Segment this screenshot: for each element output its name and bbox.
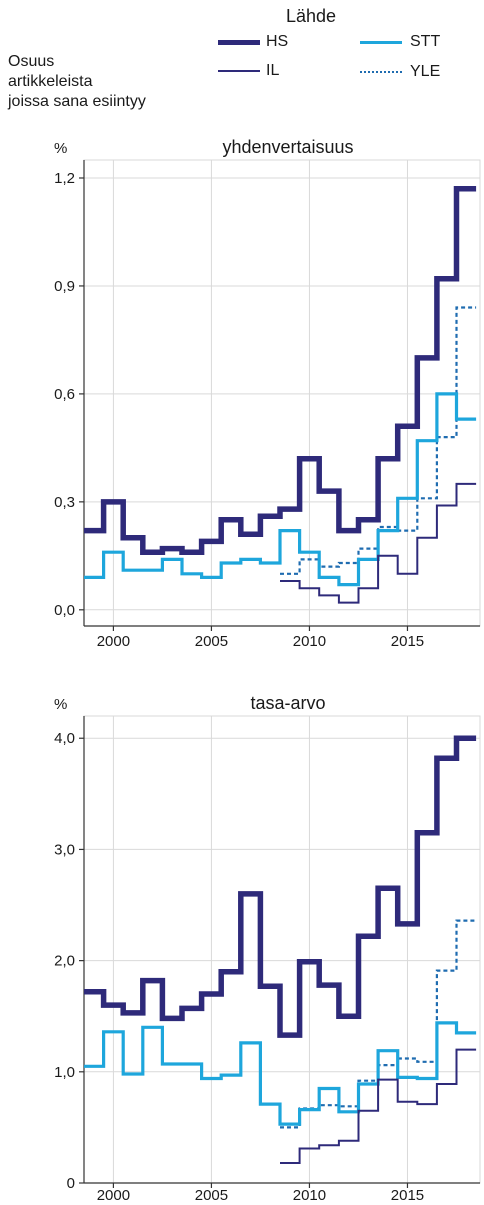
y-unit-label: %	[54, 140, 67, 157]
chart-yhdenvertaisuus: 0,0 0,3 0,6 0,9 1,2 2000 2005 2010 2015 yhdenvert…	[54, 137, 481, 650]
x-tick-label: 2005	[195, 1187, 228, 1204]
y-tick-label: 3,0	[54, 841, 75, 858]
x-tick-label: 2000	[97, 1187, 130, 1204]
chart-tasa-arvo: 0 1,0 2,0 3,0 4,0 2000 2005 2010 2015 tasa-arvo%	[54, 693, 481, 1204]
x-tick-label: 2015	[391, 633, 424, 650]
chart-title-tasa-arvo: tasa-arvo	[250, 693, 325, 713]
y-axis-label-line-1: Osuus	[8, 53, 55, 70]
chart-title-yhdenvertaisuus: yhdenvertaisuus	[222, 137, 353, 157]
x-tick-label: 2005	[195, 633, 228, 650]
series-line-hs	[84, 735, 477, 1038]
legend-swatch-il	[218, 70, 260, 72]
plot-frame	[83, 715, 481, 1184]
y-tick-label: 0,3	[54, 494, 75, 511]
legend-swatch-stt	[360, 41, 402, 44]
series-line-stt	[84, 392, 477, 587]
legend-title: Lähde	[286, 6, 337, 26]
x-tick-label: 2000	[97, 633, 130, 650]
y-tick-label: 4,0	[54, 730, 75, 747]
x-tick-label: 2015	[391, 1187, 424, 1204]
series-line-stt	[84, 1021, 477, 1126]
legend-label-il: IL	[266, 62, 280, 79]
x-tick-label: 2010	[293, 1187, 326, 1204]
y-axis-label-line-2: artikkeleista	[8, 73, 93, 90]
series-line-il	[280, 482, 477, 604]
legend-label-yle: YLE	[410, 63, 441, 80]
legend-label-stt: STT	[410, 33, 441, 50]
plot-frame	[83, 159, 481, 627]
y-axis-label: Osuus artikkeleista joissa sana esiintyy	[8, 52, 146, 112]
legend-label-hs: HS	[266, 33, 289, 50]
y-tick-label: 0,0	[54, 602, 75, 619]
y-tick-label: 2,0	[54, 953, 75, 970]
y-tick-label: 1,2	[54, 170, 75, 187]
y-unit-label: %	[54, 696, 67, 713]
y-axis-label-line-3: joissa sana esiintyy	[8, 93, 146, 110]
legend-swatch-hs	[218, 40, 260, 45]
series-line-il	[280, 1048, 477, 1164]
x-tick-label: 2010	[293, 633, 326, 650]
series-line-hs	[84, 186, 477, 555]
y-tick-label: 0,6	[54, 386, 75, 403]
legend-swatch-yle	[360, 71, 402, 73]
y-tick-label: 1,0	[54, 1064, 75, 1081]
y-tick-label: 0	[67, 1175, 75, 1192]
y-tick-label: 0,9	[54, 278, 75, 295]
